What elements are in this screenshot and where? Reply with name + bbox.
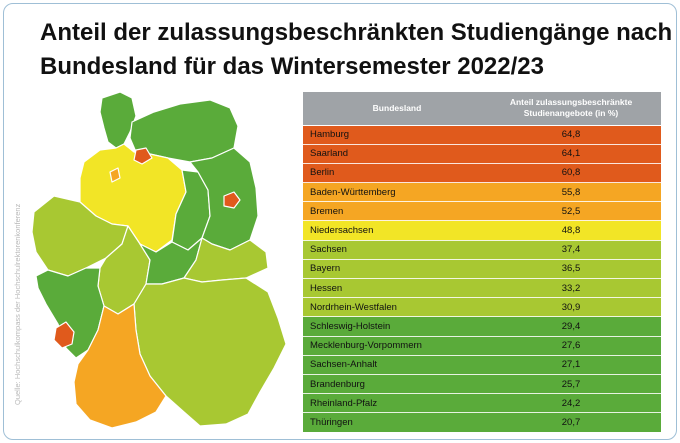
source-note: Quelle: Hochschulkompass der Hochschulre… — [13, 203, 22, 405]
title-line-1: Anteil der zulassungsbeschränkten Studie… — [40, 19, 673, 46]
share-value-cell: 64,1 — [481, 144, 661, 164]
table-row: Berlin 60,8 — [303, 163, 661, 184]
table-header-row: Bundesland Anteil zulassungsbeschränkte … — [303, 92, 661, 126]
state-name-cell: Niedersachsen — [303, 220, 481, 241]
state-name-cell: Saarland — [303, 144, 481, 164]
share-value-cell: 55,8 — [481, 182, 661, 203]
state-name-cell: Bremen — [303, 201, 481, 222]
state-name-cell: Baden-Württemberg — [303, 182, 481, 203]
table-row: Mecklenburg-Vorpommern 27,6 — [303, 336, 661, 356]
state-name-cell: Brandenburg — [303, 374, 481, 395]
share-value-cell: 27,6 — [481, 336, 661, 356]
state-name-cell: Berlin — [303, 163, 481, 184]
share-value-cell: 60,8 — [481, 163, 661, 184]
column-header-anteil: Anteil zulassungsbeschränkte Studienange… — [481, 92, 661, 126]
share-value-cell: 25,7 — [481, 374, 661, 395]
table-row: Baden-Württemberg 55,8 — [303, 182, 661, 203]
table-row: Nordrhein-Westfalen 30,9 — [303, 297, 661, 318]
map-state-saarland — [53, 321, 75, 349]
table-row: Bremen 52,5 — [303, 201, 661, 222]
column-header-bundesland: Bundesland — [303, 92, 481, 126]
map-state-hamburg — [133, 147, 153, 165]
share-value-cell: 24,2 — [481, 393, 661, 414]
share-value-cell: 30,9 — [481, 297, 661, 318]
share-value-cell: 52,5 — [481, 201, 661, 222]
table-row: Niedersachsen 48,8 — [303, 220, 661, 241]
state-name-cell: Sachsen-Anhalt — [303, 355, 481, 375]
state-name-cell: Sachsen — [303, 240, 481, 260]
germany-map — [31, 92, 287, 429]
table-row: Schleswig-Holstein 29,4 — [303, 316, 661, 337]
state-name-cell: Mecklenburg-Vorpommern — [303, 336, 481, 356]
map-state-baden-wuerttemberg — [73, 303, 167, 429]
table-row: Brandenburg 25,7 — [303, 374, 661, 395]
state-name-cell: Nordrhein-Westfalen — [303, 297, 481, 318]
table-row: Thüringen 20,7 — [303, 412, 661, 433]
table-row: Rheinland-Pfalz 24,2 — [303, 393, 661, 414]
state-name-cell: Rheinland-Pfalz — [303, 393, 481, 414]
table-row: Hamburg 64,8 — [303, 125, 661, 145]
share-value-cell: 27,1 — [481, 355, 661, 375]
share-value-cell: 20,7 — [481, 412, 661, 433]
share-value-cell: 33,2 — [481, 278, 661, 299]
share-value-cell: 36,5 — [481, 259, 661, 280]
state-name-cell: Schleswig-Holstein — [303, 316, 481, 337]
table-row: Hessen 33,2 — [303, 278, 661, 299]
state-name-cell: Thüringen — [303, 412, 481, 433]
state-name-cell: Hessen — [303, 278, 481, 299]
table-row: Sachsen 37,4 — [303, 240, 661, 260]
share-value-cell: 48,8 — [481, 220, 661, 241]
chart-title: Anteil der zulassungsbeschränkten Studie… — [40, 16, 673, 84]
map-state-berlin — [223, 191, 241, 209]
table-row: Bayern 36,5 — [303, 259, 661, 280]
data-table: Bundesland Anteil zulassungsbeschränkte … — [303, 92, 661, 433]
share-value-cell: 64,8 — [481, 125, 661, 145]
share-value-cell: 29,4 — [481, 316, 661, 337]
table-row: Saarland 64,1 — [303, 144, 661, 164]
state-name-cell: Hamburg — [303, 125, 481, 145]
table-row: Sachsen-Anhalt 27,1 — [303, 355, 661, 375]
share-value-cell: 37,4 — [481, 240, 661, 260]
title-line-2: Bundesland für das Wintersemester 2022/2… — [40, 53, 544, 80]
state-name-cell: Bayern — [303, 259, 481, 280]
map-state-bremen — [109, 167, 121, 183]
table-body: Hamburg 64,8 Saarland 64,1 Berlin 60,8 Baden-W… — [303, 125, 661, 433]
